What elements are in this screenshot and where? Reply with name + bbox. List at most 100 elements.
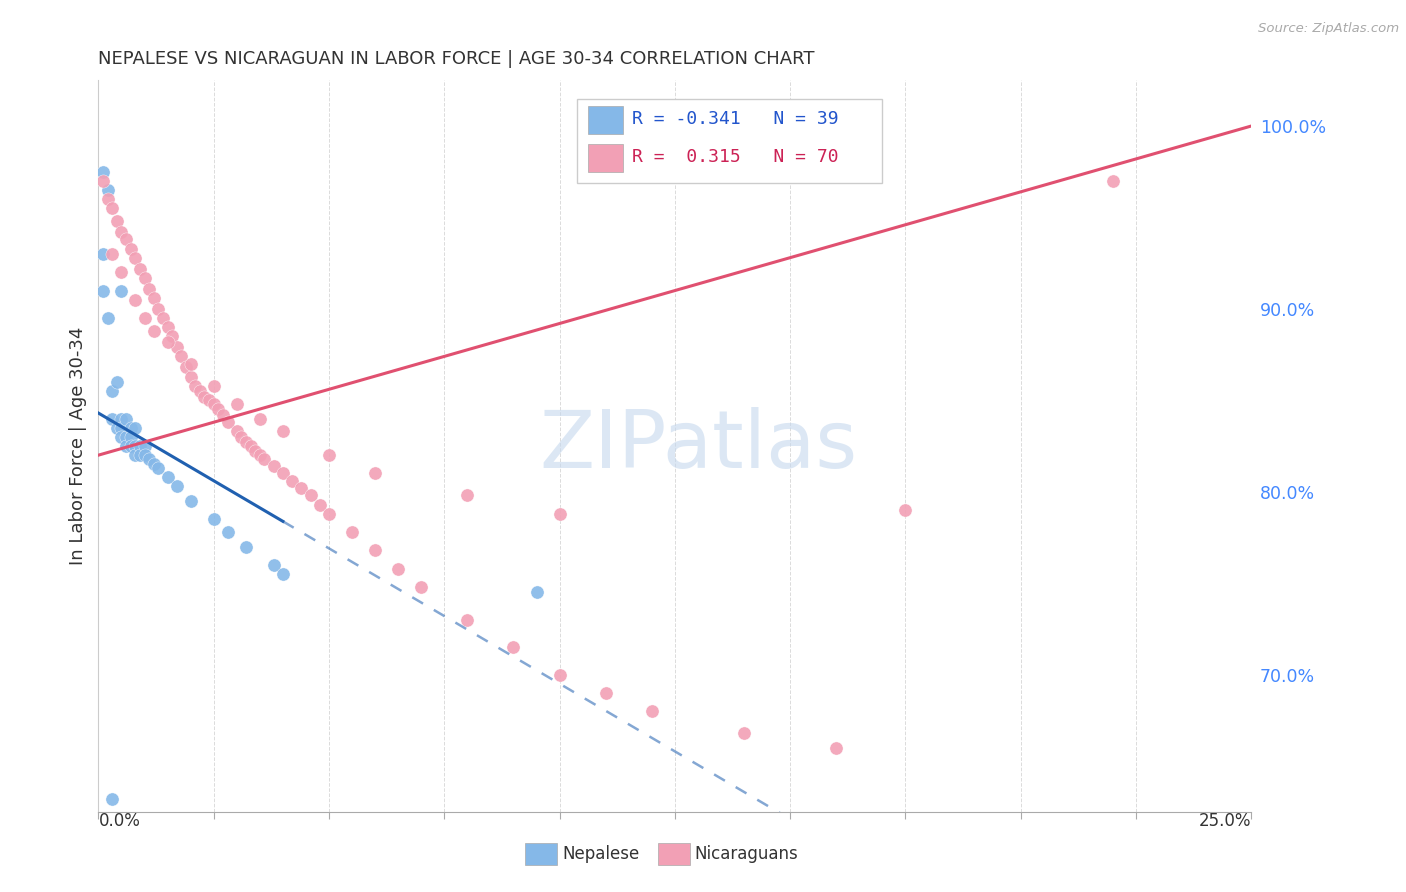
Point — [1102, 174, 1125, 188]
Point — [160, 329, 183, 343]
Point — [91, 247, 114, 261]
Point — [733, 726, 755, 740]
Point — [456, 488, 478, 502]
Point — [120, 420, 142, 434]
Point — [124, 420, 146, 434]
Point — [502, 640, 524, 655]
Point — [115, 430, 138, 444]
Text: R = -0.341   N = 39: R = -0.341 N = 39 — [633, 110, 839, 128]
Point — [235, 540, 257, 554]
Point — [91, 164, 114, 178]
Point — [97, 192, 120, 206]
Point — [129, 261, 152, 276]
Point — [231, 430, 253, 444]
Point — [134, 439, 156, 453]
Point — [217, 524, 239, 539]
Point — [364, 543, 387, 558]
Text: ZIPatlas: ZIPatlas — [538, 407, 858, 485]
Point — [239, 439, 262, 453]
Point — [110, 411, 132, 425]
Point — [290, 481, 312, 495]
Point — [105, 375, 128, 389]
Point — [548, 507, 571, 521]
Point — [101, 792, 124, 806]
Text: Nepalese: Nepalese — [562, 845, 640, 863]
Point — [110, 430, 132, 444]
Point — [235, 435, 257, 450]
Point — [202, 378, 225, 392]
Text: 0.0%: 0.0% — [98, 812, 141, 830]
Point — [263, 558, 285, 572]
Point — [180, 493, 202, 508]
Point — [174, 360, 197, 375]
Point — [526, 585, 548, 599]
Point — [105, 420, 128, 434]
Point — [120, 242, 142, 256]
Point — [101, 247, 124, 261]
Point — [245, 444, 267, 458]
Point — [110, 284, 132, 298]
Text: Source: ZipAtlas.com: Source: ZipAtlas.com — [1258, 22, 1399, 36]
Point — [124, 293, 146, 307]
Point — [110, 225, 132, 239]
Point — [249, 448, 271, 462]
Point — [105, 214, 128, 228]
Bar — [658, 843, 690, 865]
Point — [318, 507, 340, 521]
Point — [318, 448, 340, 462]
Point — [202, 512, 225, 526]
Point — [124, 448, 146, 462]
Point — [225, 397, 247, 411]
Point — [120, 430, 142, 444]
Point — [188, 384, 211, 399]
Point — [387, 561, 409, 575]
Point — [166, 479, 188, 493]
Point — [180, 357, 202, 371]
Point — [340, 524, 363, 539]
FancyBboxPatch shape — [576, 99, 883, 183]
Text: NEPALESE VS NICARAGUAN IN LABOR FORCE | AGE 30-34 CORRELATION CHART: NEPALESE VS NICARAGUAN IN LABOR FORCE | … — [98, 50, 815, 68]
Point — [138, 282, 160, 296]
Point — [156, 334, 179, 349]
Point — [129, 439, 152, 453]
Point — [156, 320, 179, 334]
Point — [148, 301, 170, 316]
Point — [97, 183, 120, 197]
Point — [152, 310, 174, 325]
Point — [271, 425, 294, 439]
Point — [142, 458, 165, 472]
Point — [299, 488, 322, 502]
Point — [142, 291, 165, 305]
Point — [894, 503, 917, 517]
Point — [148, 461, 170, 475]
Point — [271, 467, 294, 481]
Bar — [524, 843, 557, 865]
Point — [249, 411, 271, 425]
Point — [825, 740, 848, 755]
Point — [110, 265, 132, 279]
Point — [101, 411, 124, 425]
Point — [134, 310, 156, 325]
Point — [263, 459, 285, 474]
Point — [411, 580, 433, 594]
Point — [641, 704, 664, 718]
Point — [91, 284, 114, 298]
Point — [193, 390, 215, 404]
Point — [115, 439, 138, 453]
Text: Nicaraguans: Nicaraguans — [695, 845, 799, 863]
Point — [142, 324, 165, 338]
Point — [97, 310, 120, 325]
Point — [364, 467, 387, 481]
Point — [124, 251, 146, 265]
Point — [120, 439, 142, 453]
Point — [184, 378, 207, 392]
Point — [115, 232, 138, 246]
Text: 25.0%: 25.0% — [1199, 812, 1251, 830]
Point — [101, 201, 124, 215]
Point — [212, 408, 235, 422]
Point — [225, 425, 247, 439]
Point — [110, 420, 132, 434]
Point — [129, 448, 152, 462]
Point — [170, 350, 193, 364]
Point — [281, 474, 304, 488]
